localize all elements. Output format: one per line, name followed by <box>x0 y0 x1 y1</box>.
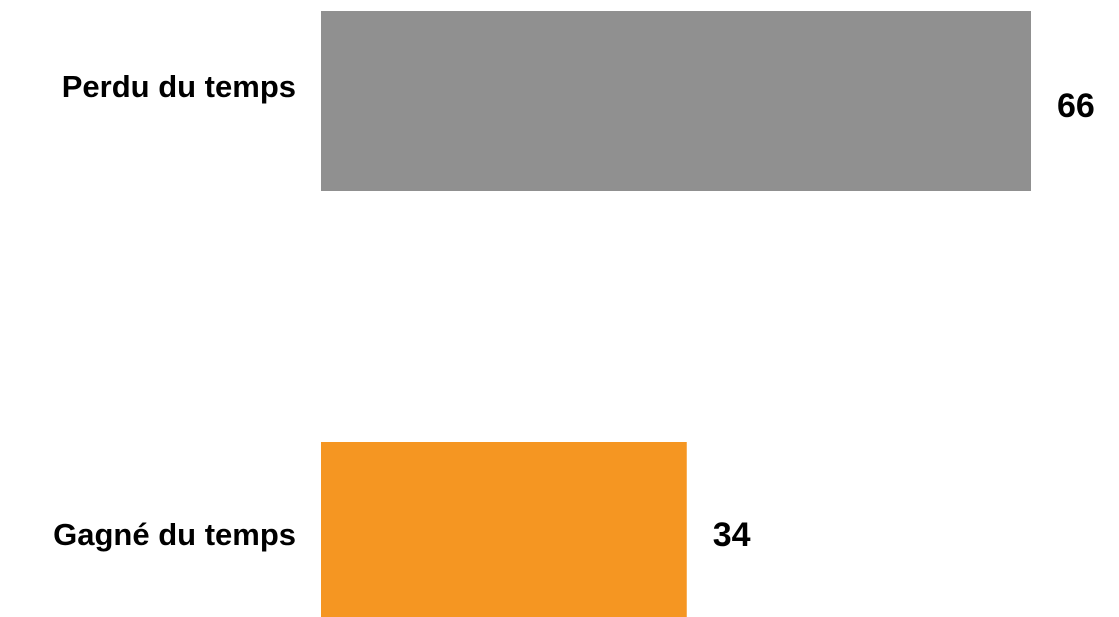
bars-layer <box>321 11 1031 617</box>
category-labels-layer: Perdu du temps Gagné du temps <box>53 69 296 552</box>
value-label-perdu-du-temps: 66 <box>1057 87 1095 125</box>
bar-gagne-du-temps <box>321 442 687 617</box>
value-label-gagne-du-temps: 34 <box>713 516 751 554</box>
value-labels-layer: 66 34 <box>713 87 1095 554</box>
category-label-perdu-du-temps: Perdu du temps <box>62 69 296 104</box>
category-label-gagne-du-temps: Gagné du temps <box>53 517 296 552</box>
bar-perdu-du-temps <box>321 11 1031 191</box>
